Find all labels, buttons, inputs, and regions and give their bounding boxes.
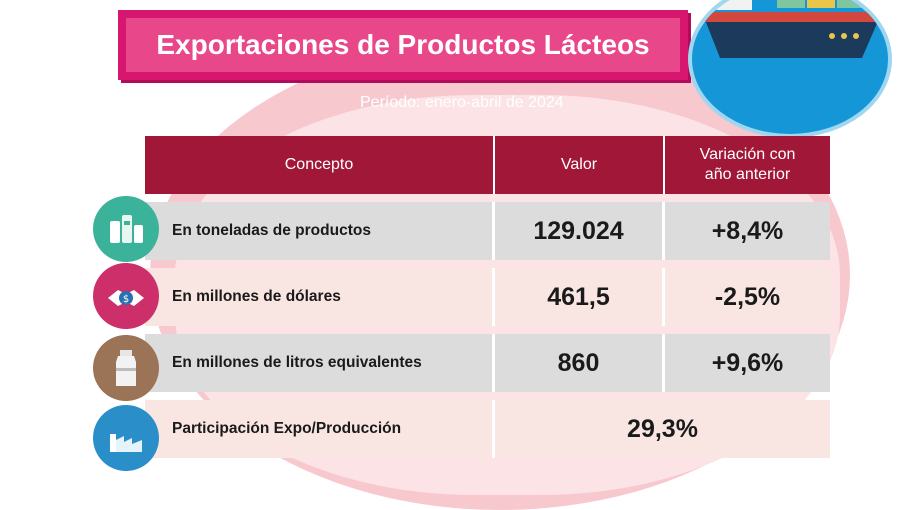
row-value: 129.024 [495,202,665,260]
svg-text:$: $ [123,294,129,305]
header-variacion: Variación con año anterior [665,136,830,194]
row-concept: En toneladas de productos [145,202,495,260]
row-variation: +9,6% [665,334,830,392]
cargo-ship-icon [688,0,892,138]
row-value: 860 [495,334,665,392]
handshake-money-icon: $ [93,263,159,329]
row-concept: En millones de litros equivalentes [145,334,495,392]
table-row: Participación Expo/Producción 29,3% [145,400,830,458]
period-label: Período: enero-abril de 2024 [360,94,564,111]
dairy-products-icon [93,196,159,262]
row-concept: Participación Expo/Producción [145,400,495,458]
table-row: En millones de litros equivalentes 860 +… [145,334,830,392]
table-header-row: Concepto Valor Variación con año anterio… [145,136,830,194]
exports-table: Concepto Valor Variación con año anterio… [145,128,830,466]
table-row: En toneladas de productos 129.024 +8,4% [145,202,830,260]
header-concepto: Concepto [145,136,495,194]
header-valor: Valor [495,136,665,194]
row-value: 461,5 [495,268,665,326]
row-concept: En millones de dólares [145,268,495,326]
factory-icon [93,405,159,471]
row-variation: -2,5% [665,268,830,326]
table-row: En millones de dólares 461,5 -2,5% [145,268,830,326]
page-title: Exportaciones de Productos Lácteos [156,29,650,60]
cargo-ship-graphic [702,0,882,58]
header-variacion-line1: Variación con [699,146,796,163]
milk-can-icon [93,335,159,401]
row-variation: +8,4% [665,202,830,260]
title-banner: Exportaciones de Productos Lácteos [118,10,688,80]
title-banner-inner: Exportaciones de Productos Lácteos [126,18,680,72]
header-variacion-line2: año anterior [704,166,791,183]
row-value: 29,3% [495,400,830,458]
